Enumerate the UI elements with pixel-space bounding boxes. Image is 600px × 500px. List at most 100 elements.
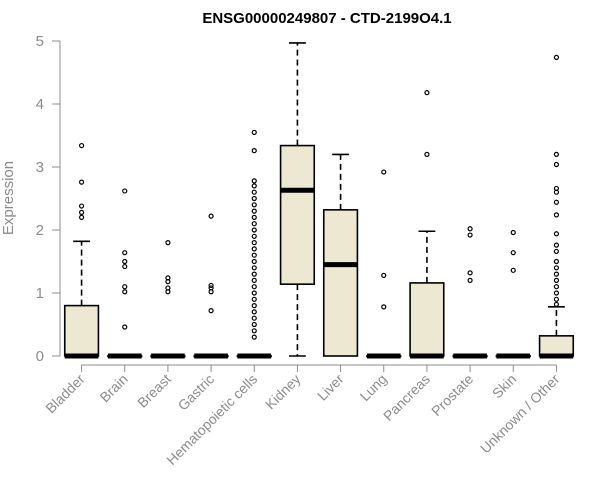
outlier-point (208, 285, 214, 291)
outlier-point (165, 240, 171, 246)
outlier-point (122, 188, 128, 194)
box (409, 282, 445, 357)
outlier-point (467, 277, 473, 283)
outlier-point (467, 232, 473, 238)
boxes (63, 42, 575, 359)
outlier-point (251, 271, 257, 277)
y-tick-label: 1 (36, 285, 44, 302)
outlier-point (553, 54, 560, 60)
outlier-point (251, 309, 257, 315)
outlier-point (251, 258, 257, 265)
outlier-point (78, 203, 85, 209)
x-tick-label: Skin (489, 371, 520, 402)
outlier-point (553, 271, 560, 277)
x-tick-label: Gastric (175, 371, 218, 414)
outlier-point (553, 248, 560, 255)
x-tick-label: Pancreas (380, 371, 433, 424)
outlier-point (553, 161, 560, 168)
outlier-point (553, 199, 560, 205)
box-group (63, 142, 100, 359)
x-tick-label: Liver (314, 371, 347, 404)
outlier-point (122, 263, 128, 270)
y-tick-label: 4 (36, 96, 44, 113)
outlier-point (251, 277, 257, 283)
outlier-point (510, 267, 516, 273)
outlier-point (251, 227, 257, 233)
box-group (495, 229, 531, 359)
outlier-point (553, 258, 560, 265)
box-group (236, 129, 272, 359)
outlier-point (251, 265, 257, 271)
outlier-point (251, 290, 257, 296)
box-group (107, 188, 143, 359)
box-group (366, 169, 402, 359)
chart-title: ENSG00000249807 - CTD-2199O4.1 (202, 10, 451, 27)
box-group (279, 42, 316, 357)
outlier-point (122, 289, 128, 295)
box (322, 209, 359, 357)
outlier-point (251, 183, 257, 189)
box (538, 335, 575, 357)
x-tick-label: Unknown / Other (477, 371, 563, 457)
outlier-point (78, 214, 85, 220)
box-group (193, 213, 229, 359)
outlier-point (78, 179, 85, 185)
outlier-point (208, 308, 214, 314)
box (63, 304, 100, 357)
y-tick-label: 0 (36, 348, 44, 365)
outlier-point (251, 189, 257, 195)
outlier-point (251, 315, 257, 321)
outlier-point (165, 275, 171, 281)
outlier-point (208, 213, 214, 219)
outlier-point (78, 142, 85, 149)
outlier-point (553, 277, 560, 283)
x-tick-label: Bladder (42, 371, 88, 417)
outlier-point (251, 233, 257, 239)
outlier-point (251, 202, 257, 208)
outlier-point (251, 221, 257, 227)
outlier-point (553, 296, 560, 302)
outlier-point (251, 208, 257, 214)
outlier-point (467, 226, 473, 232)
outlier-point (553, 301, 560, 307)
outlier-point (510, 229, 516, 236)
outlier-point (251, 296, 257, 302)
outlier-point (251, 321, 257, 328)
box-group (409, 90, 445, 359)
box-group (452, 226, 488, 359)
box (279, 144, 316, 285)
outlier-point (381, 304, 387, 310)
outlier-point (553, 231, 560, 237)
outlier-point (251, 195, 257, 202)
outlier-point (165, 285, 171, 291)
outlier-point (122, 324, 128, 330)
outlier-point (251, 328, 257, 334)
outlier-point (381, 272, 387, 278)
outlier-point (122, 258, 128, 265)
x-tick-label: Lung (357, 371, 390, 404)
y-tick-label: 5 (36, 33, 44, 50)
outlier-point (251, 284, 257, 290)
y-tick-label: 3 (36, 159, 44, 176)
outlier-point (251, 178, 257, 184)
outlier-point (467, 270, 473, 276)
outlier-point (122, 284, 128, 290)
outlier-point (424, 151, 430, 157)
outlier-point (553, 242, 560, 248)
outlier-point (553, 290, 560, 296)
outlier-point (553, 185, 560, 192)
x-tick-label: Kidney (262, 371, 304, 413)
outlier-point (553, 151, 560, 157)
y-axis-label: Expression (0, 161, 17, 235)
outlier-point (553, 284, 560, 290)
x-tick-label: Breast (134, 371, 174, 411)
x-tick-label: Prostate (428, 371, 476, 419)
outlier-point (251, 252, 257, 258)
outlier-point (553, 212, 560, 218)
box-group (322, 153, 359, 357)
outlier-point (251, 148, 257, 154)
y-tick-label: 2 (36, 222, 44, 239)
box-group (150, 240, 186, 359)
